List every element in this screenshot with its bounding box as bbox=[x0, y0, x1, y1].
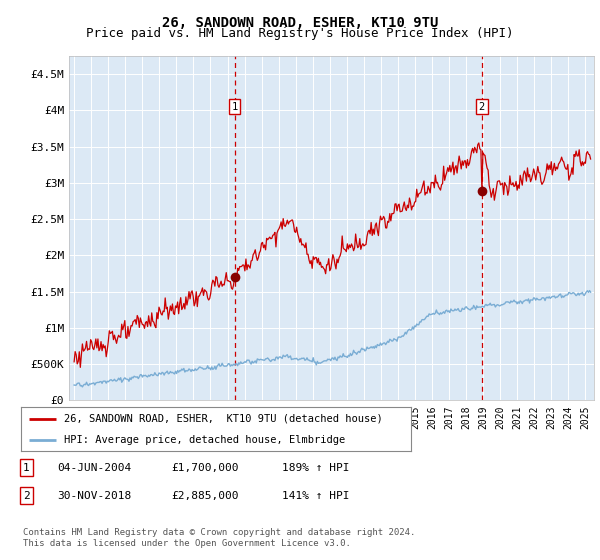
Text: 2: 2 bbox=[479, 102, 485, 112]
Text: £1,700,000: £1,700,000 bbox=[171, 463, 238, 473]
Text: 2: 2 bbox=[23, 491, 29, 501]
Text: Price paid vs. HM Land Registry's House Price Index (HPI): Price paid vs. HM Land Registry's House … bbox=[86, 27, 514, 40]
Text: 30-NOV-2018: 30-NOV-2018 bbox=[57, 491, 131, 501]
Text: £2,885,000: £2,885,000 bbox=[171, 491, 238, 501]
Text: 1: 1 bbox=[23, 463, 29, 473]
Text: 1: 1 bbox=[232, 102, 238, 112]
Text: 26, SANDOWN ROAD, ESHER,  KT10 9TU (detached house): 26, SANDOWN ROAD, ESHER, KT10 9TU (detac… bbox=[64, 414, 383, 424]
Text: 141% ↑ HPI: 141% ↑ HPI bbox=[282, 491, 349, 501]
Text: 189% ↑ HPI: 189% ↑ HPI bbox=[282, 463, 349, 473]
Text: Contains HM Land Registry data © Crown copyright and database right 2024.
This d: Contains HM Land Registry data © Crown c… bbox=[23, 528, 415, 548]
Text: HPI: Average price, detached house, Elmbridge: HPI: Average price, detached house, Elmb… bbox=[64, 435, 345, 445]
Text: 26, SANDOWN ROAD, ESHER, KT10 9TU: 26, SANDOWN ROAD, ESHER, KT10 9TU bbox=[162, 16, 438, 30]
Text: 04-JUN-2004: 04-JUN-2004 bbox=[57, 463, 131, 473]
